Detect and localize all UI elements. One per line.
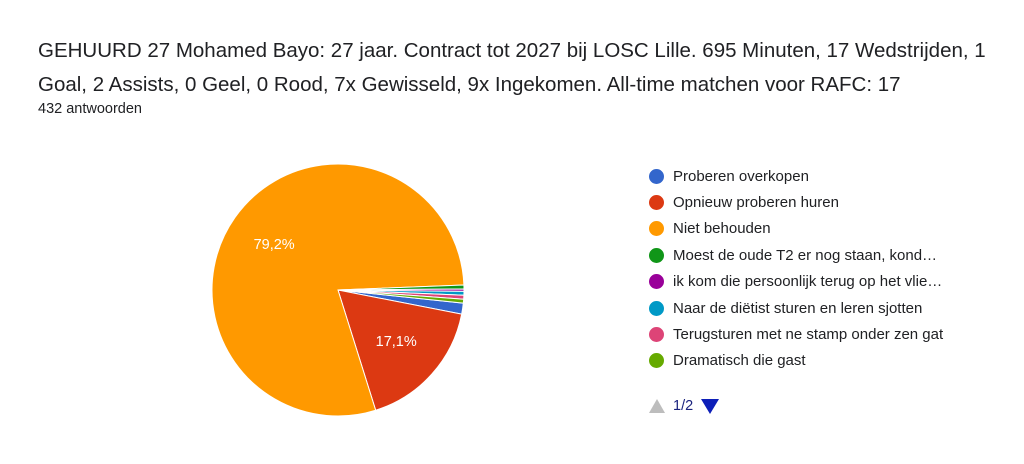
page-indicator: 1/2	[673, 398, 694, 414]
legend-label: Dramatisch die gast	[673, 352, 806, 370]
pie-slice-2[interactable]	[337, 289, 463, 411]
legend-swatch	[649, 168, 664, 184]
legend-swatch	[649, 353, 664, 369]
legend-label: ik kom die persoonlijk terug op het vlie…	[673, 273, 943, 291]
legend-item-1[interactable]: Proberen overkopen	[649, 163, 943, 189]
legend-label: Naar de diëtist sturen en leren sjotten	[673, 299, 923, 317]
legend-item-4[interactable]: Moest de oude T2 er nog staan, kond…	[649, 242, 943, 268]
legend-item-7[interactable]: Terugsturen met ne stamp onder zen gat	[649, 321, 943, 347]
legend-swatch	[649, 195, 664, 211]
legend-item-2[interactable]: Opnieuw proberen huren	[649, 189, 943, 215]
legend-swatch	[649, 327, 664, 343]
legend-item-5[interactable]: ik kom die persoonlijk terug op het vlie…	[649, 269, 943, 295]
legend-swatch	[649, 300, 664, 316]
legend-label: Moest de oude T2 er nog staan, kond…	[673, 246, 938, 264]
legend-item-6[interactable]: Naar de diëtist sturen en leren sjotten	[649, 295, 943, 321]
triangle-up-icon[interactable]	[649, 399, 665, 413]
legend-item-3[interactable]: Niet behouden	[649, 216, 943, 242]
legend-swatch	[649, 274, 664, 290]
pie-slice-3[interactable]	[211, 163, 465, 417]
question-title: GEHUURD 27 Mohamed Bayo: 27 jaar. Contra…	[38, 39, 986, 96]
legend-swatch	[649, 247, 664, 263]
pie-slice-label-3: 79,2%	[254, 237, 295, 253]
legend-label: Terugsturen met ne stamp onder zen gat	[673, 326, 944, 344]
pie-slice-label-2: 17,1%	[376, 334, 417, 350]
triangle-down-icon[interactable]	[701, 398, 720, 414]
pie-slice-8[interactable]	[337, 289, 465, 304]
response-count: 432 antwoorden	[38, 101, 142, 117]
legend-label: Proberen overkopen	[673, 167, 809, 185]
legend-label: Niet behouden	[673, 220, 771, 238]
chart-legend: Proberen overkopen Opnieuw proberen huren…	[649, 163, 943, 374]
legend-pager: 1/2	[649, 398, 720, 414]
legend-label: Opnieuw proberen huren	[673, 194, 839, 212]
legend-swatch	[649, 221, 664, 237]
legend-item-8[interactable]: Dramatisch die gast	[649, 348, 943, 374]
